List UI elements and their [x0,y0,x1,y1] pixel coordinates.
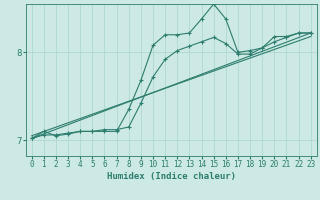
X-axis label: Humidex (Indice chaleur): Humidex (Indice chaleur) [107,172,236,181]
